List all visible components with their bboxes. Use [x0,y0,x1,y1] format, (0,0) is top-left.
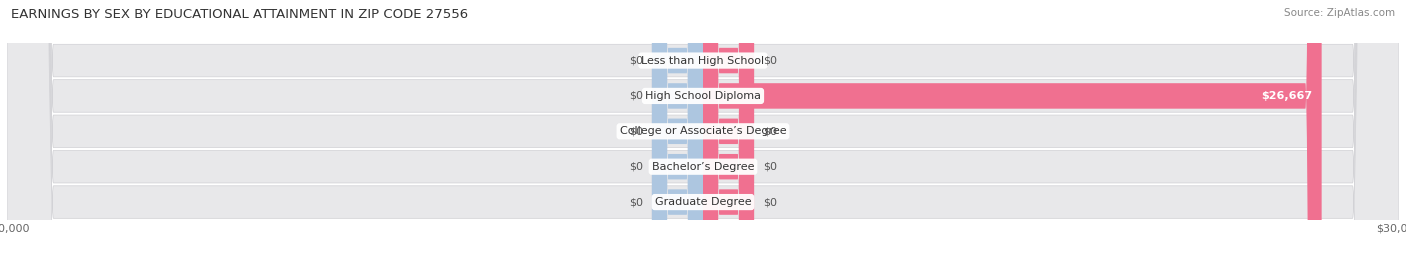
FancyBboxPatch shape [703,0,1322,268]
Text: Less than High School: Less than High School [641,55,765,66]
FancyBboxPatch shape [652,0,703,268]
Text: Graduate Degree: Graduate Degree [655,197,751,207]
Text: High School Diploma: High School Diploma [645,91,761,101]
FancyBboxPatch shape [703,0,754,268]
Text: $0: $0 [628,197,643,207]
FancyBboxPatch shape [703,0,754,268]
FancyBboxPatch shape [652,0,703,268]
Text: Source: ZipAtlas.com: Source: ZipAtlas.com [1284,8,1395,18]
Text: $0: $0 [628,162,643,172]
FancyBboxPatch shape [703,0,754,268]
Text: $0: $0 [763,162,778,172]
Text: Bachelor’s Degree: Bachelor’s Degree [652,162,754,172]
Text: College or Associate’s Degree: College or Associate’s Degree [620,126,786,136]
FancyBboxPatch shape [703,0,754,268]
FancyBboxPatch shape [7,0,1399,268]
Text: $0: $0 [763,55,778,66]
FancyBboxPatch shape [7,0,1399,268]
Text: $0: $0 [628,55,643,66]
FancyBboxPatch shape [652,0,703,268]
Text: $26,667: $26,667 [1261,91,1312,101]
FancyBboxPatch shape [652,0,703,268]
Text: EARNINGS BY SEX BY EDUCATIONAL ATTAINMENT IN ZIP CODE 27556: EARNINGS BY SEX BY EDUCATIONAL ATTAINMEN… [11,8,468,21]
FancyBboxPatch shape [652,0,703,268]
Text: $0: $0 [628,126,643,136]
Text: $0: $0 [763,197,778,207]
Text: $0: $0 [628,91,643,101]
FancyBboxPatch shape [7,0,1399,268]
FancyBboxPatch shape [7,0,1399,268]
Text: $0: $0 [763,126,778,136]
FancyBboxPatch shape [7,0,1399,268]
